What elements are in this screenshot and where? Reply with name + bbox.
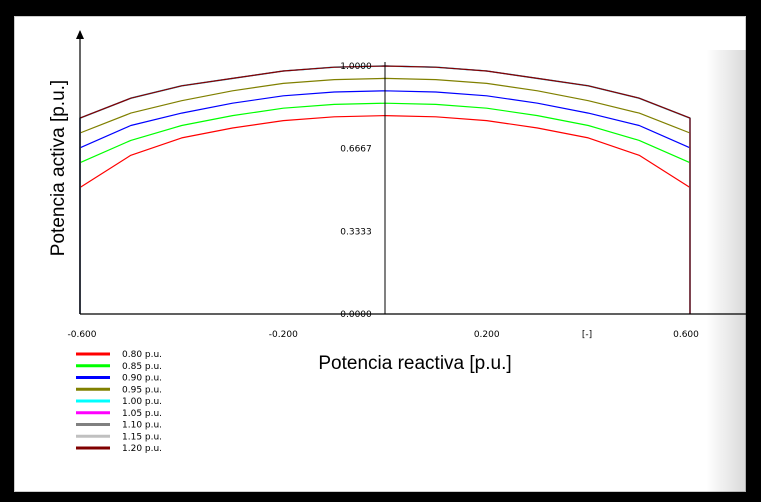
- legend-label-5: 1.05 p.u.: [122, 409, 162, 419]
- legend-label-0: 0.80 p.u.: [122, 350, 162, 360]
- legend-label-8: 1.20 p.u.: [122, 444, 162, 454]
- axes-layer: [76, 30, 757, 318]
- x-axis-arrow: [748, 310, 757, 318]
- x-tick-label-1: -0.200: [269, 330, 298, 340]
- x-axis-title: Potencia reactiva [p.u.]: [318, 353, 511, 374]
- y-tick-label-3: 1.0000: [340, 62, 372, 72]
- legend-label-2: 0.90 p.u.: [122, 374, 162, 384]
- chart-frame: [14, 16, 746, 492]
- legend: 0.80 p.u. 0.85 p.u. 0.90 p.u.0.95 p.u. 1.00…: [76, 350, 162, 454]
- y-tick-label-1: 0.3333: [340, 227, 372, 237]
- y-tick-label-0: 0.0000: [340, 310, 372, 320]
- x-tick-label-2: 0.200: [474, 330, 500, 340]
- legend-label-7: 1.15 p.u.: [122, 432, 162, 442]
- legend-label-4: 1.00 p.u.: [122, 397, 162, 407]
- legend-label-6: 1.10 p.u.: [122, 421, 162, 431]
- x-tick-label-3: 0.600: [673, 330, 699, 340]
- y-tick-label-2: 0.6667: [340, 145, 372, 155]
- legend-label-1: 0.85 p.u.: [122, 362, 162, 372]
- y-axis-title: Potencia activa [p.u.]: [48, 80, 69, 256]
- y-axis-arrow: [76, 30, 84, 39]
- x-tick-label-0: -0.600: [67, 330, 96, 340]
- legend-label-3: 0.95 p.u.: [122, 385, 162, 395]
- x-axis-unit-label: [-]: [582, 330, 592, 340]
- tick-layer: 0.0000 0.3333 0.6667 1.0000 -0.600 -0.200 0.20…: [67, 62, 699, 340]
- frame-shadow: [706, 50, 746, 492]
